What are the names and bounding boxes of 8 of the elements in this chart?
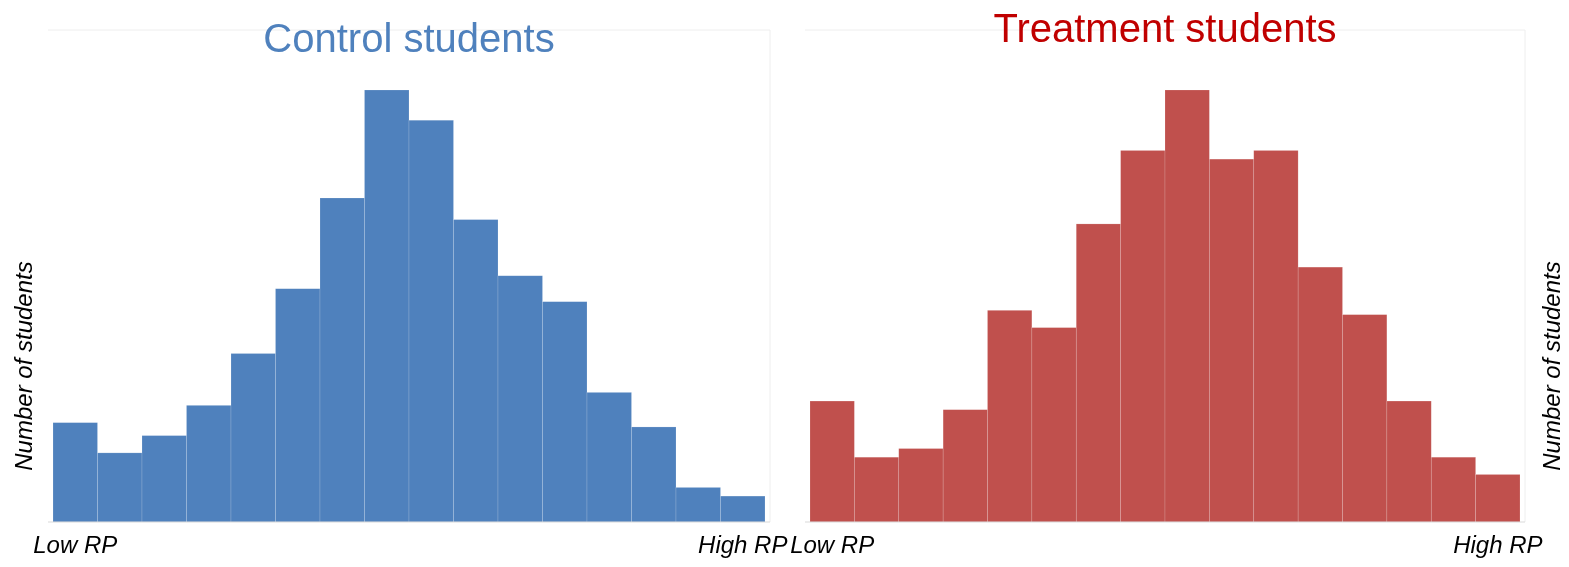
x-tick-label: Low RP (33, 531, 118, 558)
chart-title: Control students (263, 16, 555, 60)
y-axis-title: Number of students (10, 261, 37, 471)
x-tick-label: High RP (698, 531, 788, 558)
chart-title: Treatment students (993, 6, 1337, 50)
x-tick-label: Low RP (790, 531, 875, 558)
x-tick-label: High RP (1453, 531, 1543, 558)
y-axis-title: Number of students (1538, 261, 1565, 471)
